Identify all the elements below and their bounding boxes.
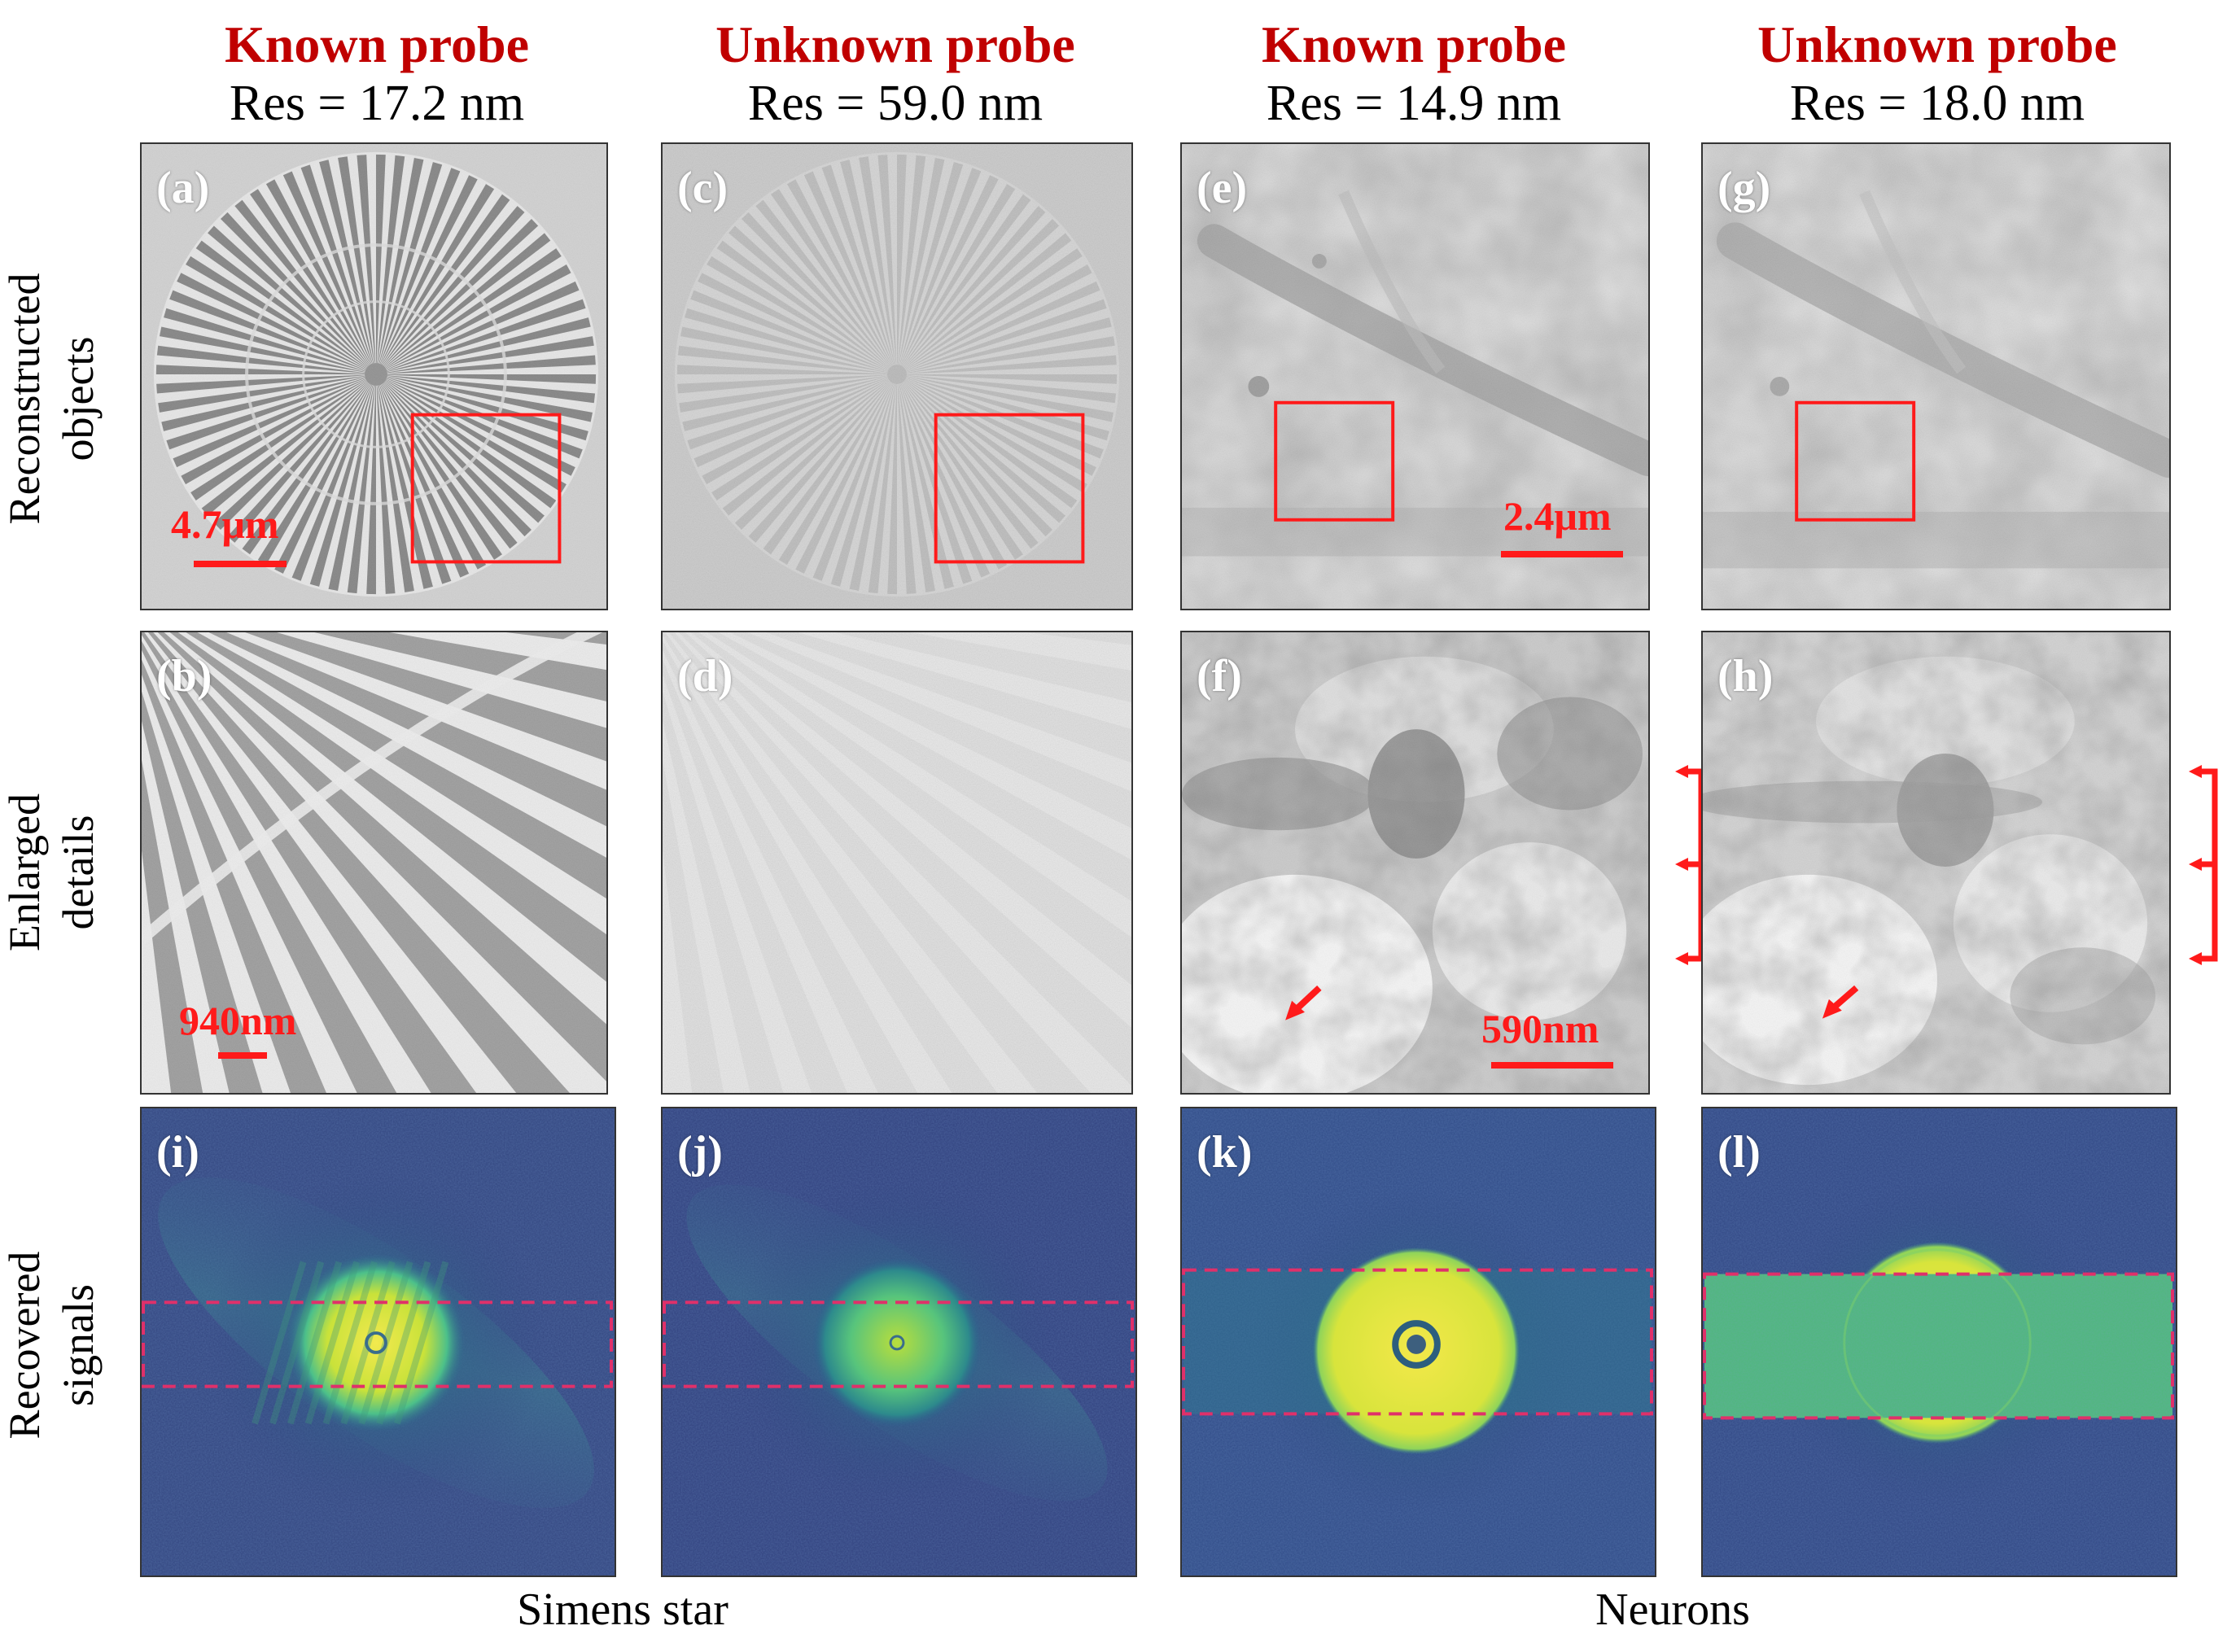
caption-neurons: Neurons	[1595, 1584, 1750, 1635]
enlarged-star-image-d	[663, 632, 1131, 1093]
enlarged-neurons-image-h	[1703, 632, 2169, 1093]
col2-resolution: Res = 59.0 nm	[747, 76, 1043, 131]
neurons-image-e	[1182, 144, 1648, 609]
arrow-line	[1293, 986, 1322, 1013]
diffraction-image-k	[1182, 1108, 1655, 1576]
panel-label-a: (a)	[156, 163, 210, 213]
col1-title: Known probe	[224, 15, 530, 73]
row-label-reconstructed: Reconstructed objects	[0, 273, 103, 525]
scale-label-e: 2.4μm	[1503, 493, 1612, 539]
panel-label-g: (g)	[1717, 163, 1771, 213]
panel-label-h: (h)	[1717, 651, 1774, 701]
panel-e-neurons-known: (e) 2.4μm	[1180, 142, 1650, 610]
roi-box	[410, 413, 562, 564]
enlarged-star-image-b	[142, 632, 606, 1093]
arrow-line	[1830, 985, 1859, 1012]
fringe-stripe	[322, 1261, 378, 1425]
panel-label-i: (i)	[156, 1127, 199, 1178]
roi-dashed-box	[1703, 1272, 2174, 1420]
roi-dashed-box	[142, 1300, 613, 1388]
panel-l-recovered-signal: (l)	[1701, 1107, 2177, 1577]
bracket-annotation-h	[2189, 765, 2218, 965]
panel-label-e: (e)	[1197, 163, 1248, 213]
row-label-recovered: Recovered signals	[0, 1251, 103, 1440]
diffraction-image-i	[142, 1108, 615, 1576]
panel-label-j: (j)	[677, 1127, 723, 1178]
panel-b-enlarged-known: (b) 940nm	[140, 631, 608, 1095]
roi-dashed-box	[1182, 1268, 1653, 1416]
panel-h-enlarged-unknown: (h)	[1701, 631, 2171, 1095]
neurons-image-g	[1703, 144, 2169, 609]
roi-box	[1795, 400, 1916, 522]
roi-dashed-box	[663, 1300, 1134, 1388]
arrow-head	[1285, 1000, 1305, 1020]
panel-d-enlarged-unknown: (d)	[661, 631, 1133, 1095]
panel-label-b: (b)	[156, 651, 212, 701]
diffraction-image-j	[663, 1108, 1135, 1576]
panel-label-c: (c)	[677, 163, 728, 213]
panel-a-siemens-star-known: (a) 4.7μm	[140, 142, 608, 610]
scale-bar-a	[194, 561, 287, 567]
fringe-stripe	[287, 1261, 343, 1425]
col3-resolution: Res = 14.9 nm	[1266, 76, 1562, 131]
caption-siemens-star: Simens star	[517, 1584, 728, 1635]
col4-resolution: Res = 18.0 nm	[1789, 76, 2085, 131]
panel-i-recovered-signal: (i)	[140, 1107, 616, 1577]
panel-f-enlarged-known: (f) 590nm	[1180, 631, 1650, 1095]
scale-bar-e	[1501, 551, 1623, 557]
fringe-stripe	[269, 1261, 325, 1425]
scale-label-a: 4.7μm	[171, 501, 279, 547]
panel-label-l: (l)	[1717, 1127, 1761, 1178]
fringe-stripe	[394, 1261, 449, 1425]
scale-bar-b	[218, 1052, 267, 1059]
panel-label-f: (f)	[1197, 651, 1242, 701]
panel-c-siemens-star-unknown: (c)	[661, 142, 1133, 610]
roi-box	[1274, 400, 1395, 522]
panel-label-k: (k)	[1197, 1127, 1253, 1178]
scale-label-f: 590nm	[1481, 1006, 1599, 1051]
diffraction-image-l	[1703, 1108, 2176, 1576]
fringe-stripe	[376, 1261, 431, 1425]
col2-title: Unknown probe	[715, 15, 1075, 73]
panel-g-neurons-unknown: (g)	[1701, 142, 2171, 610]
roi-box	[934, 413, 1085, 564]
fringe-stripe	[252, 1261, 307, 1425]
scale-bar-f	[1491, 1062, 1613, 1069]
panel-k-recovered-signal: (k)	[1180, 1107, 1656, 1577]
enlarged-neurons-image-f	[1182, 632, 1648, 1093]
siemens-star-image-a	[142, 144, 606, 609]
siemens-star-image-c	[663, 144, 1131, 609]
panel-label-d: (d)	[677, 651, 733, 701]
col4-title: Unknown probe	[1757, 15, 2117, 73]
col3-title: Known probe	[1261, 15, 1567, 73]
scale-label-b: 940nm	[179, 998, 297, 1043]
arrow-head	[1822, 999, 1842, 1019]
panel-j-recovered-signal: (j)	[661, 1107, 1137, 1577]
col1-resolution: Res = 17.2 nm	[229, 76, 525, 131]
row-label-enlarged: Enlarged details	[0, 793, 103, 951]
fringe-stripe	[304, 1261, 360, 1425]
